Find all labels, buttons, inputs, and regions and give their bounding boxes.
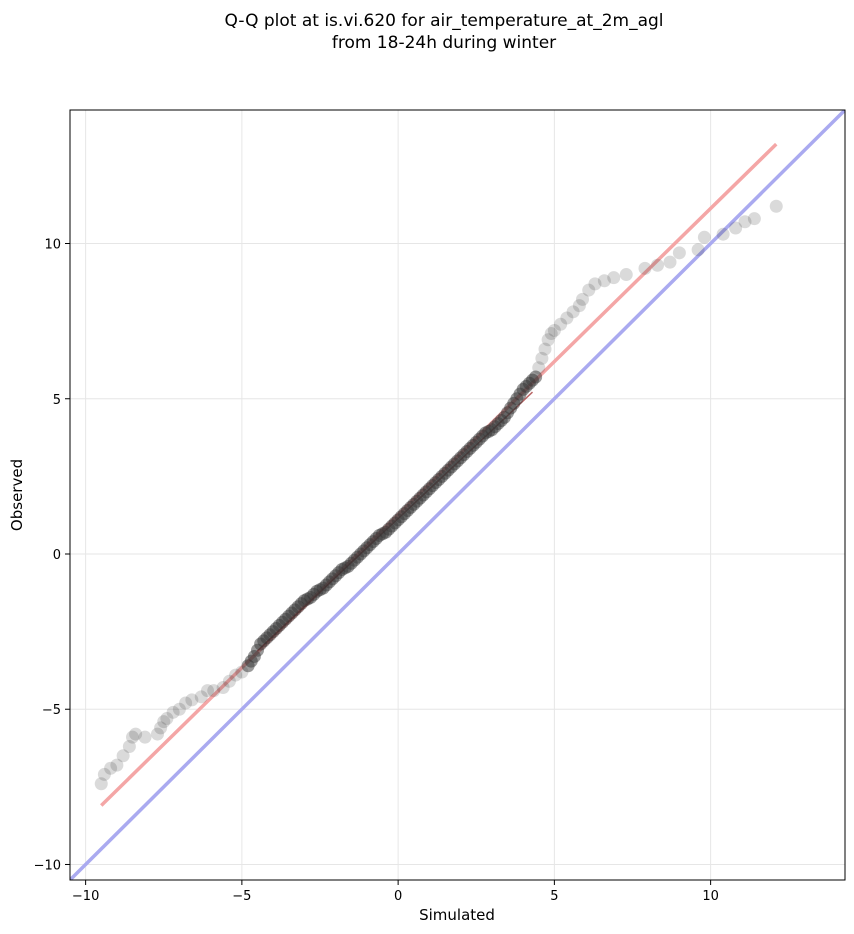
qq-point: [582, 283, 596, 297]
qq-point: [588, 277, 602, 291]
qq-point: [651, 258, 664, 272]
identity-line: [70, 110, 845, 880]
qq-point: [207, 684, 221, 698]
qq-point: [185, 693, 199, 707]
qq-point: [535, 351, 549, 365]
chart-title: Q-Q plot at is.vi.620 for air_temperatur…: [0, 10, 854, 54]
qq-point: [172, 702, 186, 716]
qq-point: [201, 684, 214, 698]
qq-point: [229, 668, 243, 682]
qq-point: [769, 199, 783, 213]
qq-point: [638, 261, 652, 275]
qq-point: [222, 674, 236, 688]
qq-point: [194, 690, 208, 704]
qq-point: [110, 758, 124, 772]
qq-point: [154, 721, 168, 735]
data-points: [94, 199, 783, 791]
y-tick-label: 0: [53, 548, 61, 563]
qq-point: [663, 255, 677, 269]
qq-point: [538, 342, 552, 356]
qq-point: [607, 271, 621, 285]
y-tick-label: 10: [44, 238, 61, 253]
qq-point: [126, 730, 139, 744]
chart-title-line-1: Q-Q plot at is.vi.620 for air_temperatur…: [224, 11, 664, 31]
y-axis-label: Observed: [8, 459, 26, 531]
qq-point: [94, 777, 108, 791]
qq-point: [566, 305, 580, 319]
x-tick-label: −10: [72, 889, 99, 904]
qq-point: [697, 230, 711, 244]
qq-point: [541, 333, 555, 347]
qq-point: [166, 705, 180, 719]
x-tick-label: 0: [394, 889, 402, 904]
qq-point: [691, 243, 705, 257]
qq-point: [572, 299, 586, 313]
qq-point: [619, 268, 633, 282]
qq-point: [179, 696, 193, 710]
qq-point: [716, 227, 730, 241]
y-tick-label: 5: [53, 393, 61, 408]
qq-point: [544, 327, 558, 341]
x-tick-label: −5: [232, 889, 251, 904]
qq-point: [122, 739, 136, 753]
qq-point: [129, 727, 143, 741]
qq-point: [97, 767, 111, 781]
qq-point: [160, 712, 174, 726]
y-tick-label: −10: [34, 858, 61, 873]
qq-point: [672, 246, 686, 260]
qq-point: [104, 761, 118, 775]
plot-frame: [69, 109, 846, 881]
qq-point: [157, 715, 171, 729]
qq-point: [116, 749, 130, 763]
qq-point: [532, 361, 546, 375]
qq-point: [576, 292, 589, 306]
qq-point: [597, 274, 611, 288]
axis-ticks: −10 −5 0 5 10 −10 −5 0 5 10: [34, 238, 719, 904]
chart-title-line-2: from 18-24h during winter: [331, 33, 557, 53]
x-axis-label: Simulated: [419, 906, 495, 924]
x-tick-label: 10: [702, 889, 719, 904]
qq-point: [547, 323, 561, 337]
qq-point: [138, 730, 152, 744]
qq-point: [554, 317, 568, 331]
y-tick-label: −5: [42, 703, 61, 718]
qq-point: [729, 221, 743, 235]
qq-point: [747, 212, 761, 226]
qq-point: [216, 681, 230, 694]
qq-point: [151, 727, 164, 741]
x-tick-label: 5: [550, 889, 558, 904]
qq-point: [529, 370, 543, 384]
qq-point: [560, 311, 574, 325]
qq-point: [738, 215, 752, 229]
